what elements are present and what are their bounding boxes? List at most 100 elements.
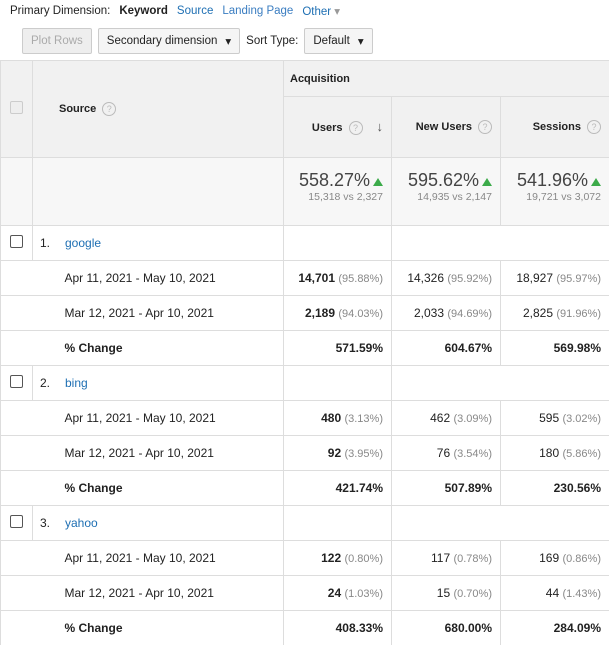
total-detail: 19,721 vs 3,072 xyxy=(526,191,601,203)
source-cell: 1. google xyxy=(32,225,284,261)
metric-percent: (3.13%) xyxy=(344,413,383,425)
tab-label[interactable]: Other xyxy=(302,6,332,18)
rank: 1. xyxy=(40,236,51,250)
sort-select[interactable]: Default ▾ xyxy=(304,28,373,54)
cell xyxy=(0,400,33,436)
source-link[interactable]: yahoo xyxy=(65,516,98,530)
metric-cell: 76 (3.54%) xyxy=(391,435,501,471)
column-header[interactable]: Source xyxy=(59,103,97,115)
cell xyxy=(0,575,33,611)
metric-cell: 14,701 (95.88%) xyxy=(283,260,392,296)
sort-label: Sort Type: xyxy=(246,35,299,47)
label: Default xyxy=(313,35,350,47)
date-row: Apr 11, 2021 - May 10, 2021 14,701 (95.88… xyxy=(0,260,609,296)
date-range: Apr 11, 2021 - May 10, 2021 xyxy=(32,260,284,296)
metric-value: 92 xyxy=(327,446,342,460)
metric-cell: 2,825 (91.96%) xyxy=(500,295,609,331)
date-row: Mar 12, 2021 - Apr 10, 2021 24 (1.03%) 15 … xyxy=(0,575,609,611)
metric-percent: (95.97%) xyxy=(556,273,601,285)
secondary-dimension-button[interactable]: Secondary dimension ▾ xyxy=(97,28,241,54)
metric-percent: (1.43%) xyxy=(562,588,601,600)
column-cell: Users? ↓ xyxy=(283,96,392,158)
cell xyxy=(391,505,609,541)
value: 541.96% xyxy=(516,170,588,190)
select-all[interactable] xyxy=(0,60,33,158)
tab[interactable]: Other ▾ xyxy=(302,6,341,18)
date-range: Mar 12, 2021 - Apr 10, 2021 xyxy=(32,435,284,471)
metric-cell: 117 (0.78%) xyxy=(391,540,501,576)
metric-percent: (91.96%) xyxy=(556,308,601,320)
cell xyxy=(32,157,284,226)
tab[interactable]: Keyword xyxy=(119,5,168,17)
tab[interactable]: Landing Page xyxy=(222,5,294,17)
source-link[interactable]: google xyxy=(65,236,102,250)
date-range: Mar 12, 2021 - Apr 10, 2021 xyxy=(32,295,284,331)
metric-cell: 480 (3.13%) xyxy=(283,400,392,436)
date-row: Mar 12, 2021 - Apr 10, 2021 92 (3.95%) 76 … xyxy=(0,435,609,471)
metric-cell: 24 (1.03%) xyxy=(283,575,392,611)
up-arrow xyxy=(591,178,601,186)
metric-value: 480 xyxy=(321,411,342,425)
total-value: 558.27% xyxy=(284,170,383,191)
column-header[interactable]: Users xyxy=(311,122,343,134)
cell xyxy=(0,330,33,366)
change-value: 571.59% xyxy=(283,330,392,366)
total-detail: 14,935 vs 2,147 xyxy=(417,191,492,203)
column-header[interactable]: New Users xyxy=(415,121,472,133)
metric-cell: 122 (0.80%) xyxy=(283,540,392,576)
metric-cell: 2,189 (94.03%) xyxy=(283,295,392,331)
change-value: 421.74% xyxy=(283,470,392,506)
checkbox-cell[interactable] xyxy=(0,225,33,261)
change-value: 604.67% xyxy=(391,330,501,366)
controls: Plot Rows Secondary dimension ▾ Sort Type… xyxy=(0,22,609,60)
change-label: % Change xyxy=(32,470,284,506)
cell xyxy=(391,225,609,261)
checkbox[interactable] xyxy=(10,235,23,248)
source-row: 1. google xyxy=(0,225,609,261)
metric-cell: 18,927 (95.97%) xyxy=(500,260,609,296)
totals-row: 558.27% 15,318 vs 2,327 595.62% 14,935 vs 2… xyxy=(0,157,609,226)
change-value: 408.33% xyxy=(283,610,392,645)
change-row: % Change 408.33% 680.00% 284.09% xyxy=(0,610,609,645)
source-cell: 3. yahoo xyxy=(32,505,284,541)
plot-rows-button[interactable]: Plot Rows xyxy=(22,28,92,54)
total-cell: 558.27% 15,318 vs 2,327 xyxy=(283,157,392,226)
metric-percent: (95.88%) xyxy=(338,273,383,285)
checkbox-cell[interactable] xyxy=(0,365,33,401)
cell xyxy=(0,260,33,296)
cell xyxy=(0,295,33,331)
cell xyxy=(0,157,33,226)
metric-value: 14,701 xyxy=(298,271,336,285)
tab[interactable]: Source xyxy=(176,5,214,17)
metric-percent: (3.09%) xyxy=(453,413,492,425)
primary-label: Primary Dimension: xyxy=(10,5,111,17)
metric-value: 122 xyxy=(321,551,342,565)
source-link[interactable]: bing xyxy=(65,376,88,390)
column-header[interactable]: Sessions xyxy=(532,121,581,133)
change-value: 507.89% xyxy=(391,470,501,506)
checkbox[interactable] xyxy=(10,515,23,528)
help-icon: ? xyxy=(587,120,601,134)
change-label: % Change xyxy=(32,330,284,366)
metric-percent: (0.80%) xyxy=(344,553,383,565)
metric-value: 76 xyxy=(436,446,451,460)
source-row: 2. bing xyxy=(0,365,609,401)
change-label: % Change xyxy=(32,610,284,645)
metric-percent: (5.86%) xyxy=(562,448,601,460)
date-row: Mar 12, 2021 - Apr 10, 2021 2,189 (94.03%… xyxy=(0,295,609,331)
date-range: Apr 11, 2021 - May 10, 2021 xyxy=(32,400,284,436)
metric-percent: (3.95%) xyxy=(344,448,383,460)
metric-value: 2,189 xyxy=(304,306,336,320)
metric-cell: 595 (3.02%) xyxy=(500,400,609,436)
metric-cell: 14,326 (95.92%) xyxy=(391,260,501,296)
total-cell: 595.62% 14,935 vs 2,147 xyxy=(391,157,501,226)
date-range: Apr 11, 2021 - May 10, 2021 xyxy=(32,540,284,576)
column-cell: Sessions? xyxy=(500,96,609,158)
total-detail: 15,318 vs 2,327 xyxy=(308,191,383,203)
checkbox[interactable] xyxy=(10,375,23,388)
metric-percent: (95.92%) xyxy=(447,273,492,285)
cell xyxy=(0,470,33,506)
metric-value: 462 xyxy=(430,411,451,425)
checkbox-cell[interactable] xyxy=(0,505,33,541)
